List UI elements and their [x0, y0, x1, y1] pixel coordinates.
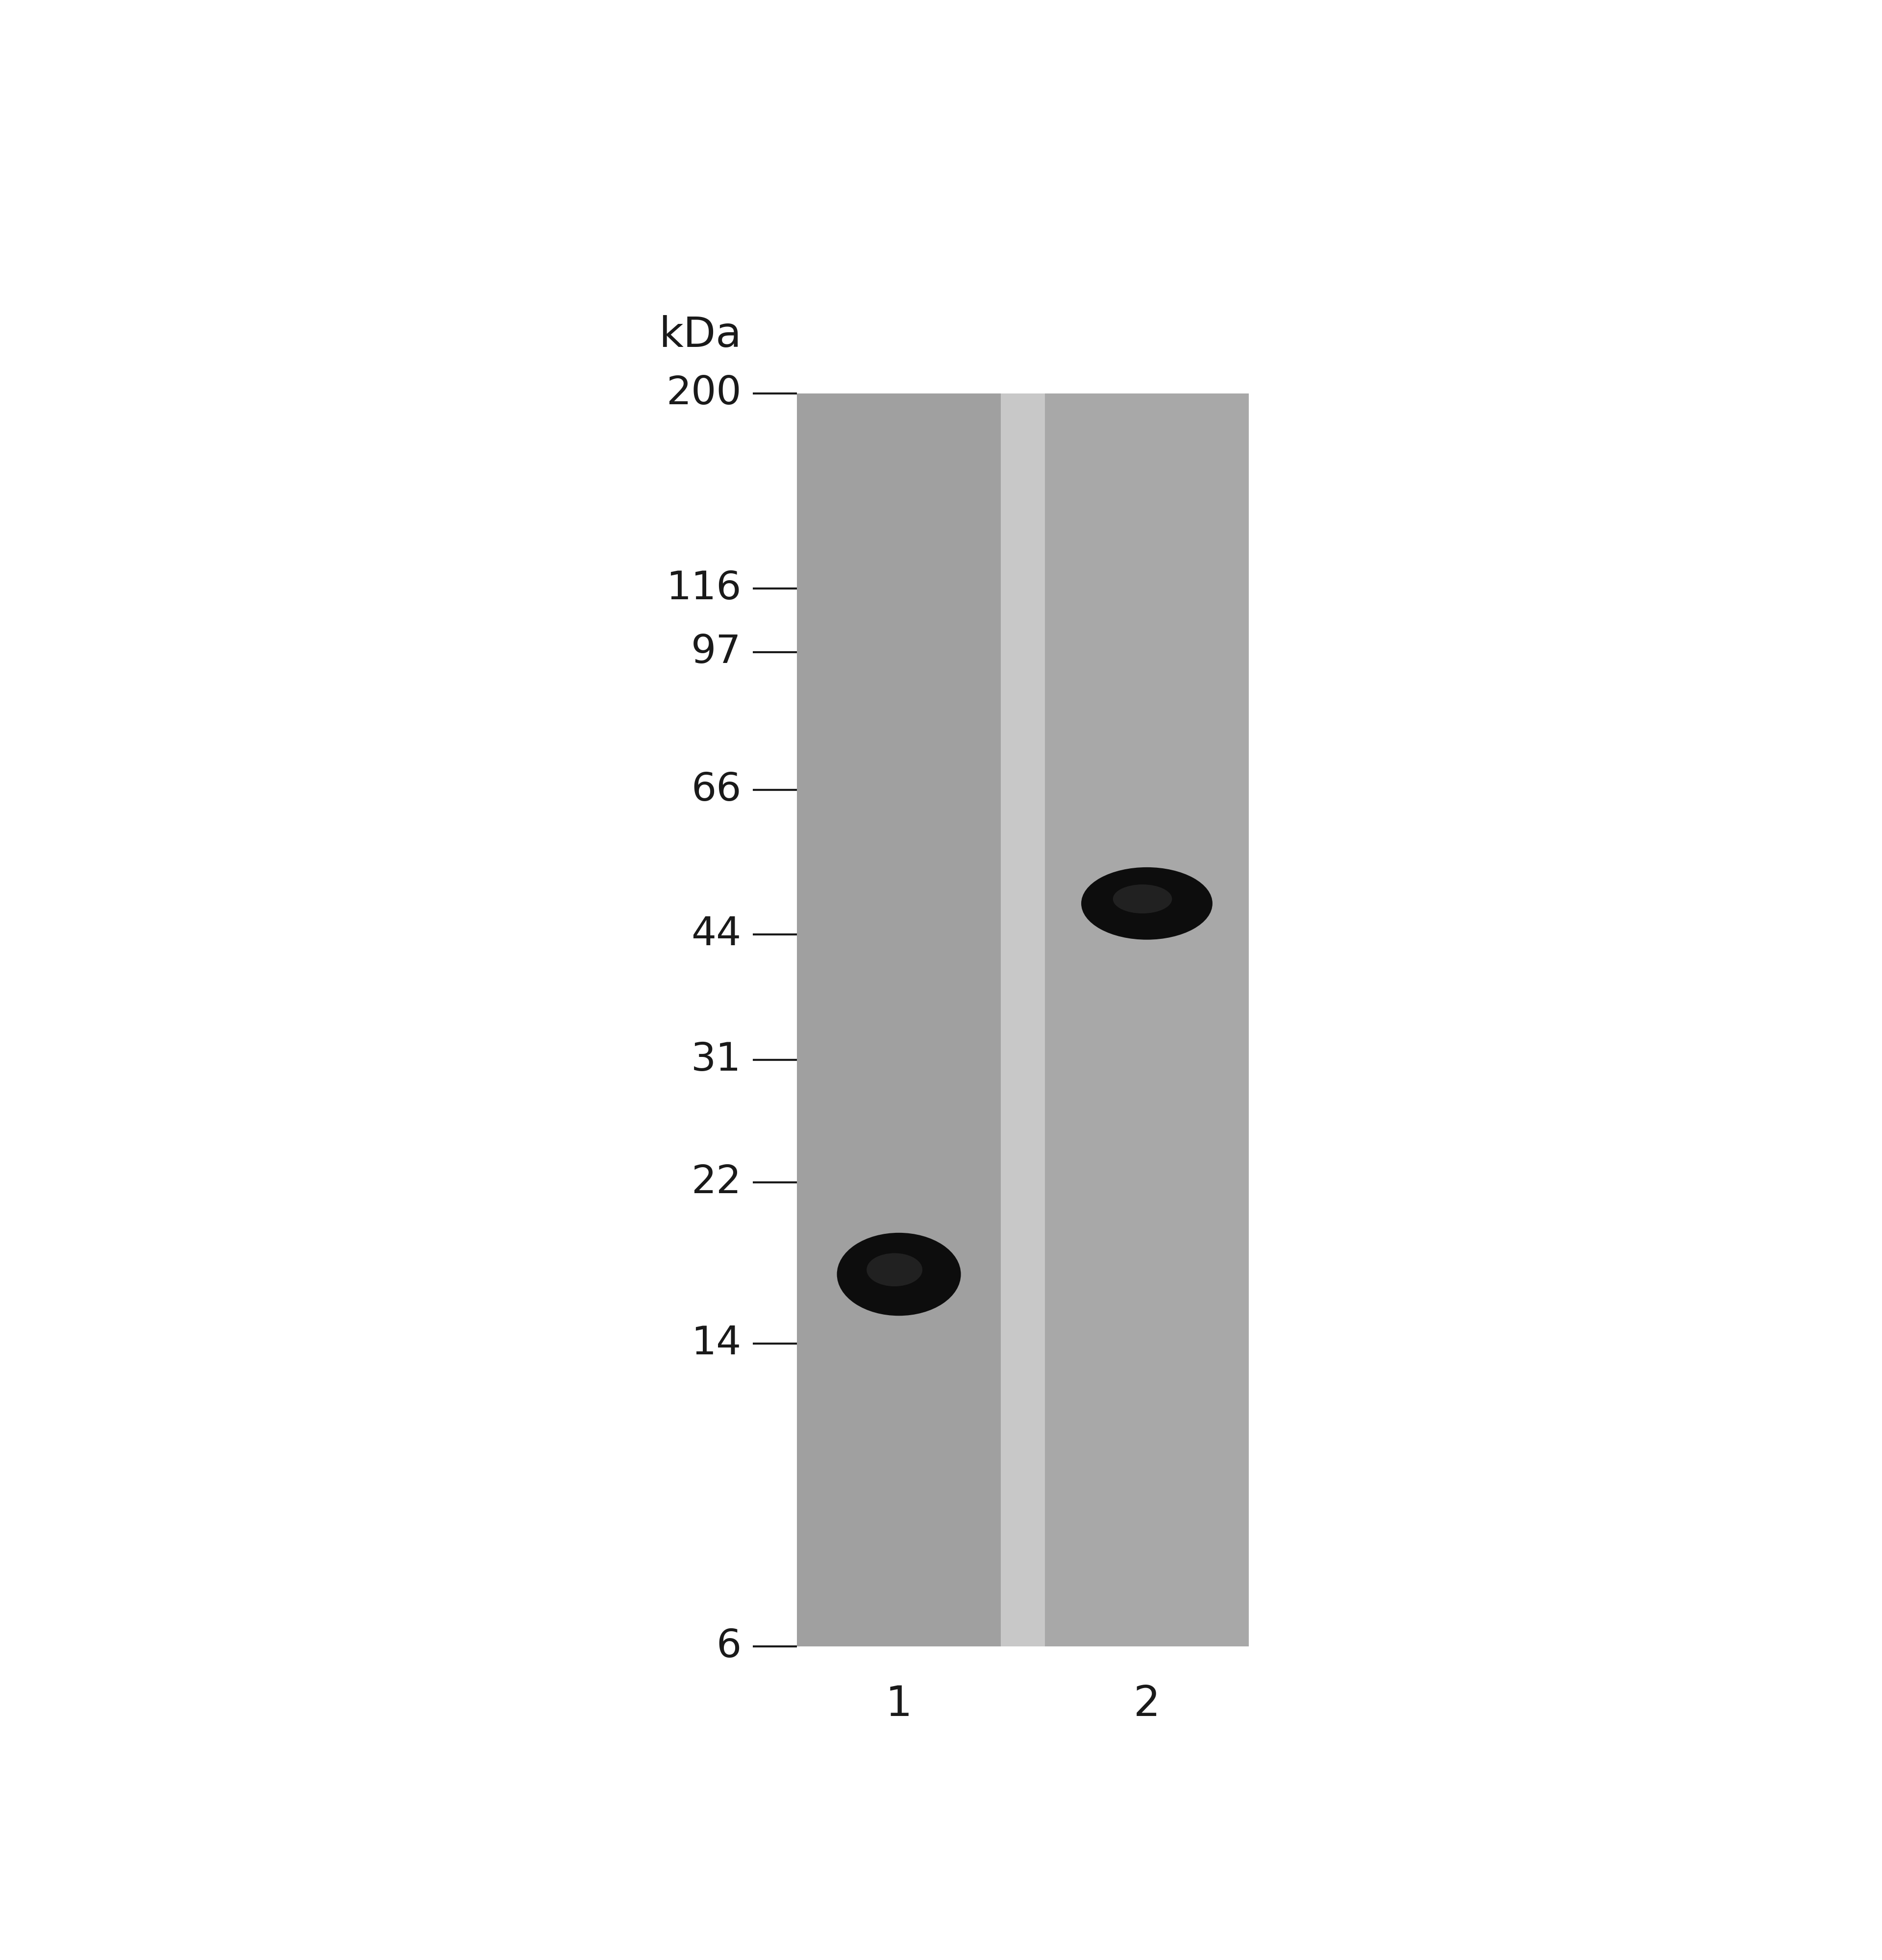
Bar [1045, 394, 1250, 1646]
Text: 14: 14 [691, 1325, 742, 1362]
Bar [796, 394, 1001, 1646]
Text: 116: 116 [666, 568, 742, 608]
Ellipse shape [837, 1233, 962, 1315]
Ellipse shape [866, 1252, 922, 1286]
Ellipse shape [1080, 866, 1212, 939]
Text: kDa: kDa [659, 316, 742, 357]
Text: 22: 22 [691, 1162, 742, 1201]
Text: 97: 97 [691, 633, 742, 670]
Bar [1001, 394, 1045, 1646]
Text: 1: 1 [885, 1684, 913, 1725]
Text: 200: 200 [666, 374, 742, 414]
Text: 6: 6 [717, 1627, 742, 1666]
Ellipse shape [1112, 884, 1172, 913]
Text: 2: 2 [1133, 1684, 1161, 1725]
Text: 31: 31 [691, 1041, 742, 1078]
Text: 66: 66 [691, 770, 742, 809]
Text: 44: 44 [691, 915, 742, 955]
